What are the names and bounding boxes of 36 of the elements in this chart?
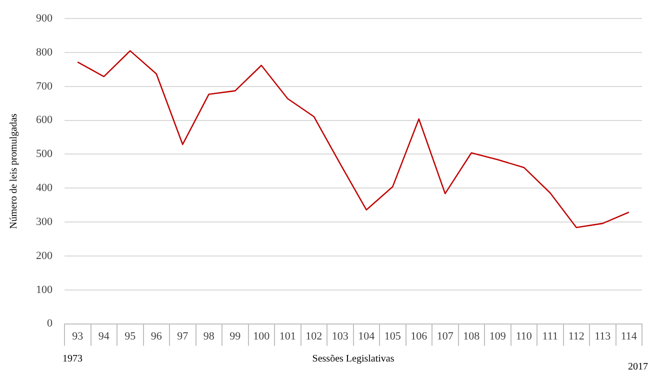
x-tick-label: 105 — [384, 330, 402, 342]
x-tick-label: 93 — [72, 330, 84, 342]
x-tick-label: 100 — [253, 330, 270, 342]
y-tick-label: 700 — [36, 80, 53, 92]
y-tick-label: 500 — [36, 148, 53, 160]
x-tick-label: 96 — [150, 330, 162, 342]
x-tick-label: 113 — [594, 330, 612, 342]
x-tick-label: 110 — [516, 330, 532, 342]
x-tick-label: 114 — [620, 330, 638, 342]
x-tick-label: 104 — [358, 330, 376, 342]
text: 1973 — [62, 354, 82, 365]
x-tick-label: 108 — [463, 330, 480, 342]
x-tick-label: 94 — [98, 330, 110, 342]
y-tick-label: 900 — [36, 12, 53, 24]
x-tick-label: 101 — [279, 330, 296, 342]
x-tick-label: 95 — [124, 330, 136, 342]
x-tick-label: 102 — [306, 330, 322, 342]
y-tick-label: 400 — [36, 182, 53, 194]
x-tick-label: 112 — [568, 330, 584, 342]
x-axis-title: Sessões Legislativas — [312, 354, 394, 365]
y-tick-label: 300 — [36, 216, 53, 228]
y-tick-label: 800 — [36, 46, 53, 58]
x-tick-label: 99 — [230, 330, 242, 342]
y-axis-title: Número de leis promulgadas — [8, 113, 20, 229]
x-tick-label: 107 — [436, 330, 454, 342]
x-tick-label: 97 — [177, 330, 189, 342]
y-tick-label: 100 — [36, 284, 53, 296]
y-tick-label: 200 — [36, 250, 53, 262]
x-tick-label: 106 — [410, 330, 428, 342]
y-tick-label: 0 — [47, 318, 53, 330]
x-tick-label: 109 — [489, 330, 506, 342]
x-tick-label: 111 — [542, 330, 558, 342]
text: 2017 — [628, 362, 648, 373]
y-tick-label: 600 — [36, 114, 53, 126]
x-tick-label: 98 — [203, 330, 215, 342]
x-tick-label: 103 — [332, 330, 349, 342]
